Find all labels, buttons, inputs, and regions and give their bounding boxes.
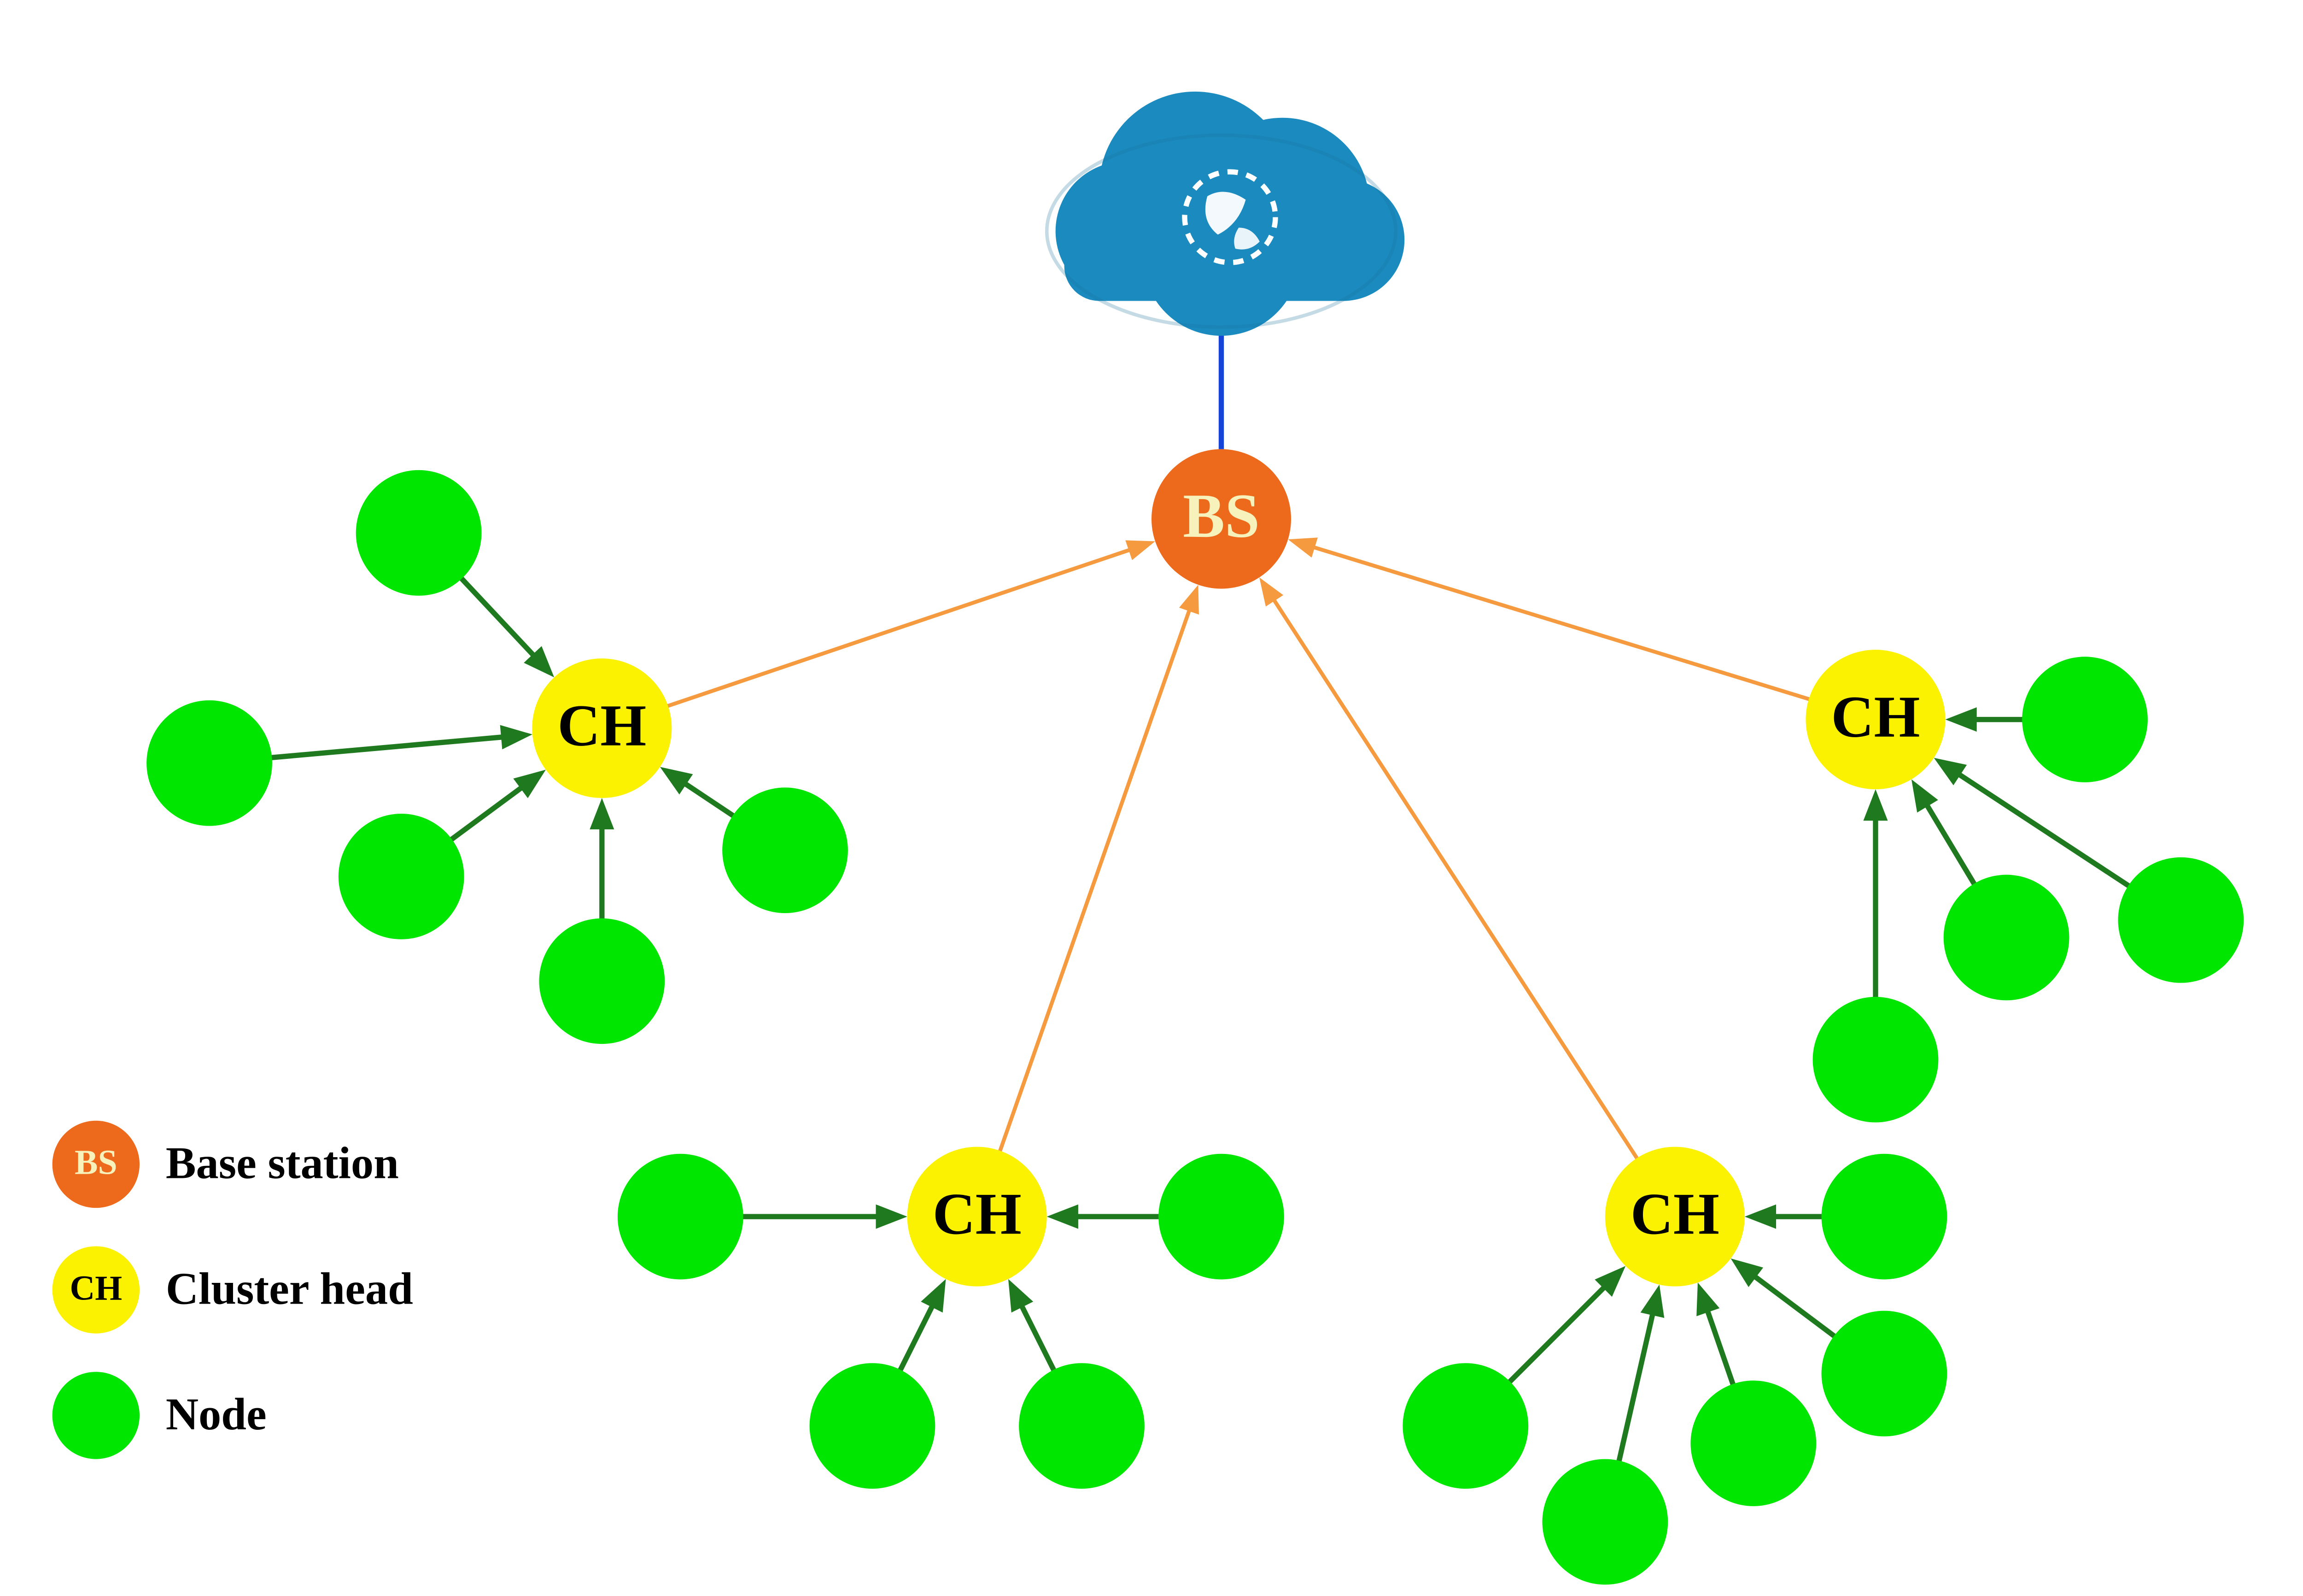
legend-bs-icon-text: BS — [75, 1143, 117, 1182]
node-2-0 — [1403, 1363, 1528, 1489]
node-3-0 — [2022, 657, 2148, 782]
ch-2-label: CH — [1631, 1181, 1719, 1247]
bs-label: BS — [1183, 481, 1260, 551]
cluster-head-2: CH — [1605, 1147, 1745, 1287]
ch2-to-bs-arrow — [1259, 577, 1671, 1211]
legend-item-node: Node — [53, 1372, 267, 1459]
node-2-2 — [1690, 1380, 1816, 1506]
ch-3-label: CH — [1831, 684, 1920, 750]
ch1-to-bs-arrow — [979, 585, 1199, 1210]
ch-0-label: CH — [557, 693, 646, 758]
base-station: BS — [1152, 449, 1291, 588]
node-1-1 — [1158, 1154, 1284, 1280]
node-1-3 — [1019, 1363, 1145, 1489]
ch-1-label: CH — [933, 1181, 1022, 1247]
legend-item-ch: CH Cluster head — [53, 1246, 413, 1333]
node-3-2 — [1944, 875, 2069, 1001]
cluster-head-0: CH — [532, 658, 672, 798]
ch3-to-bs-arrow — [1288, 537, 1869, 717]
node-0-4 — [722, 787, 848, 913]
legend-node-label: Node — [166, 1389, 267, 1439]
cloud-icon — [1047, 92, 1405, 336]
node-0-1 — [146, 700, 272, 826]
node-0-0 — [356, 470, 482, 596]
node-2-3 — [1822, 1311, 1947, 1437]
node-2-1 — [1542, 1459, 1668, 1585]
node-3-1 — [2118, 857, 2244, 983]
legend-ch-icon-text: CH — [70, 1269, 123, 1307]
node-1-2 — [810, 1363, 935, 1489]
legend-item-bs: BS Base station — [53, 1121, 399, 1208]
node-1-0 — [618, 1154, 743, 1280]
legend-bs-label: Base station — [166, 1138, 399, 1188]
legend: BS Base station CH Cluster head Node — [53, 1121, 413, 1459]
cluster-head-1: CH — [907, 1147, 1047, 1287]
node-0-3 — [539, 918, 665, 1044]
node-2-4 — [1822, 1154, 1947, 1280]
node-0-2 — [339, 814, 464, 939]
ch0-to-bs-arrow — [608, 540, 1155, 726]
legend-ch-label: Cluster head — [166, 1264, 413, 1314]
node-3-3 — [1813, 997, 1939, 1123]
cluster-head-3: CH — [1806, 650, 1945, 789]
legend-node-icon — [53, 1372, 140, 1459]
